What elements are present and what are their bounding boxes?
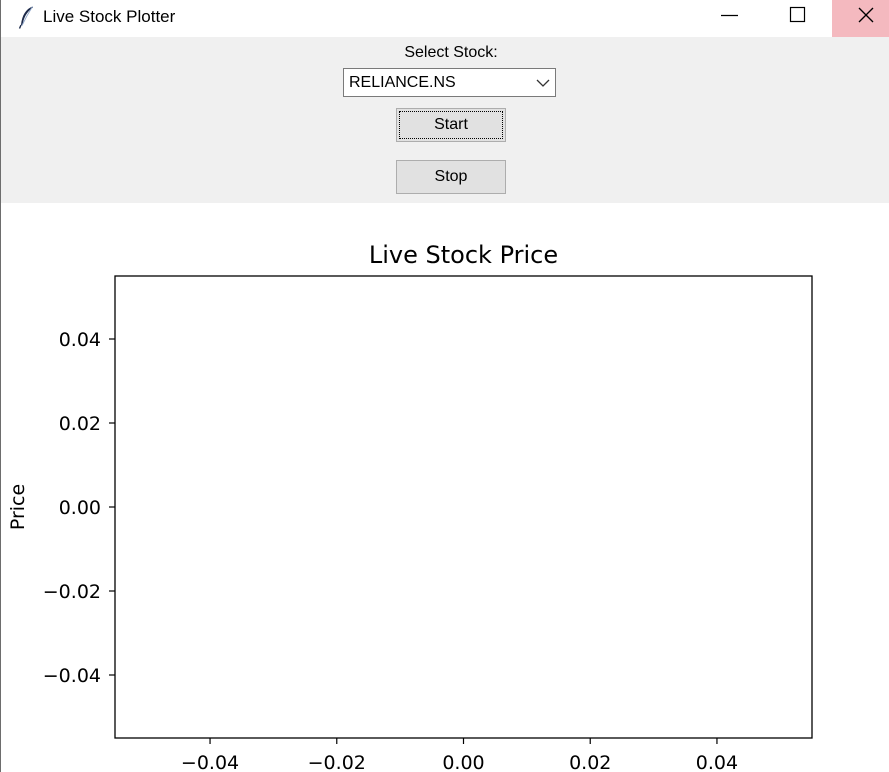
x-tick-label: 0.00	[442, 752, 484, 772]
maximize-button[interactable]	[773, 0, 819, 37]
select-stock-label: Select Stock:	[404, 44, 498, 61]
y-tick-label: 0.04	[59, 329, 101, 351]
stop-button[interactable]: Stop	[396, 160, 506, 194]
window-title: Live Stock Plotter	[43, 7, 176, 26]
stock-combobox-value: RELIANCE.NS	[349, 74, 456, 91]
y-axis: 0.04 0.02 0.00 −0.02 −0.04	[43, 329, 115, 687]
title-bar[interactable]: Live Stock Plotter	[1, 0, 889, 37]
y-tick-label: 0.00	[59, 497, 101, 519]
stock-combobox[interactable]: RELIANCE.NS	[343, 68, 556, 97]
focus-ring	[399, 111, 503, 139]
minimize-icon	[721, 14, 738, 17]
close-button[interactable]	[832, 0, 889, 37]
x-tick-label: 0.02	[569, 752, 611, 772]
chart-title: Live Stock Price	[369, 241, 558, 269]
control-panel: Select Stock: RELIANCE.NS Start Stop	[1, 37, 889, 203]
stock-chart: Live Stock Price Price −0.04 −0.02 0.00 0.0…	[7, 241, 813, 772]
y-tick-label: −0.04	[43, 665, 101, 687]
stop-button-label: Stop	[434, 168, 468, 185]
y-tick-label: 0.02	[59, 413, 101, 435]
close-icon	[858, 7, 874, 23]
plot-frame	[114, 275, 813, 739]
x-axis: −0.04 −0.02 0.00 0.02 0.04	[181, 738, 738, 772]
x-tick-label: 0.04	[696, 752, 738, 772]
y-tick-label: −0.02	[43, 581, 101, 603]
x-tick-label: −0.04	[181, 752, 239, 772]
minimize-button[interactable]	[704, 0, 750, 37]
start-button-label: Start	[434, 116, 468, 133]
plot-canvas[interactable]: Live Stock Price Price −0.04 −0.02 0.00 0.0…	[1, 203, 889, 772]
start-button[interactable]: Start	[396, 108, 506, 142]
y-axis-label: Price	[7, 484, 29, 530]
feather-icon	[18, 6, 33, 29]
x-tick-label: −0.02	[308, 752, 366, 772]
maximize-icon	[789, 6, 806, 23]
chevron-down-icon[interactable]	[535, 75, 551, 91]
